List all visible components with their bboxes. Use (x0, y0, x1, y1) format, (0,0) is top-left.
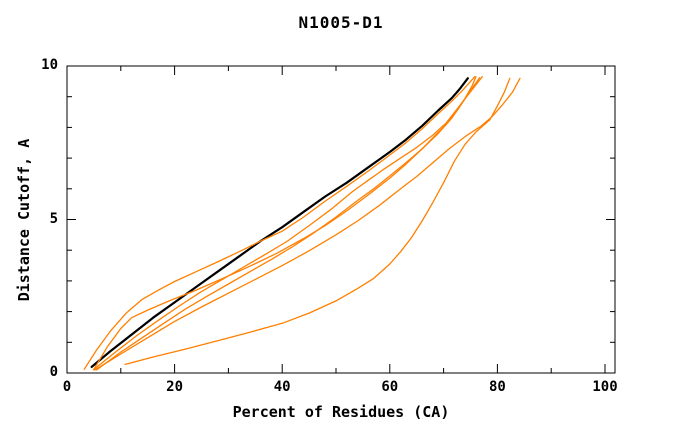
curve-model-2 (92, 76, 483, 371)
chart-title: N1005-D1 (298, 13, 384, 32)
x-axis-label: Percent of Residues (CA) (232, 403, 450, 421)
curve-model-6-loner (124, 77, 511, 366)
x-tick-label-0: 0 (62, 379, 72, 395)
y-tick-label-10: 10 (41, 57, 58, 73)
x-tick-label-20: 20 (166, 379, 184, 395)
curve-reference-black (90, 77, 469, 368)
x-tick-label-100: 100 (592, 379, 618, 395)
curve-model-1 (83, 76, 476, 370)
x-tick-label-60: 60 (381, 379, 399, 395)
curve-model-5 (93, 76, 477, 370)
x-tick-label-40: 40 (273, 379, 291, 395)
x-tick-label-80: 80 (488, 379, 506, 395)
y-tick-label-5: 5 (49, 210, 58, 227)
y-tick-label-0: 0 (49, 364, 58, 380)
curve-model-4 (94, 77, 521, 371)
